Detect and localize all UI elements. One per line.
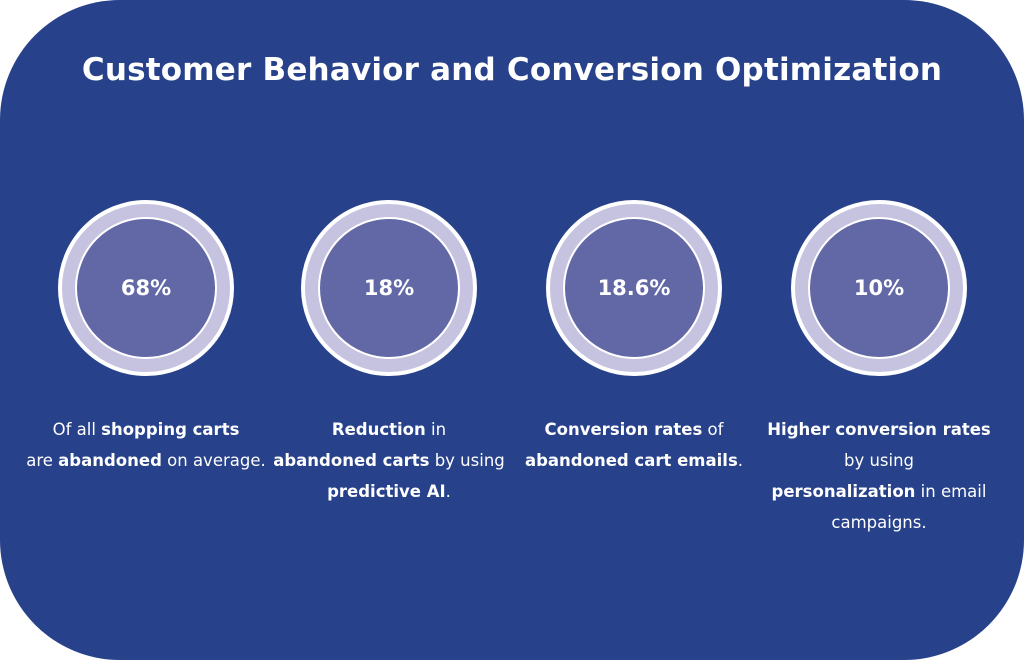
stat-ring: 18%: [301, 200, 477, 376]
stat-description: Of all shopping carts are abandoned on a…: [26, 420, 266, 470]
stat-value: 18.6%: [597, 276, 671, 300]
stat-value: 68%: [120, 276, 172, 300]
stat-circle: 18.6%: [563, 217, 705, 359]
stat-value: 18%: [363, 276, 415, 300]
page-title: Customer Behavior and Conversion Optimiz…: [81, 52, 943, 88]
stat-value: 10%: [853, 276, 905, 300]
stat-circle: 10%: [808, 217, 950, 359]
stat-circle: 18%: [318, 217, 460, 359]
stat-circle: 68%: [75, 217, 217, 359]
stat-description: Conversion rates of abandoned cart email…: [524, 420, 744, 470]
stat-description: Higher conversion rates by using persona…: [767, 420, 991, 532]
stat-description: Reduction in abandoned carts by using pr…: [273, 420, 505, 501]
stat-ring: 68%: [58, 200, 234, 376]
stat-ring: 10%: [791, 200, 967, 376]
stat-ring: 18.6%: [546, 200, 722, 376]
